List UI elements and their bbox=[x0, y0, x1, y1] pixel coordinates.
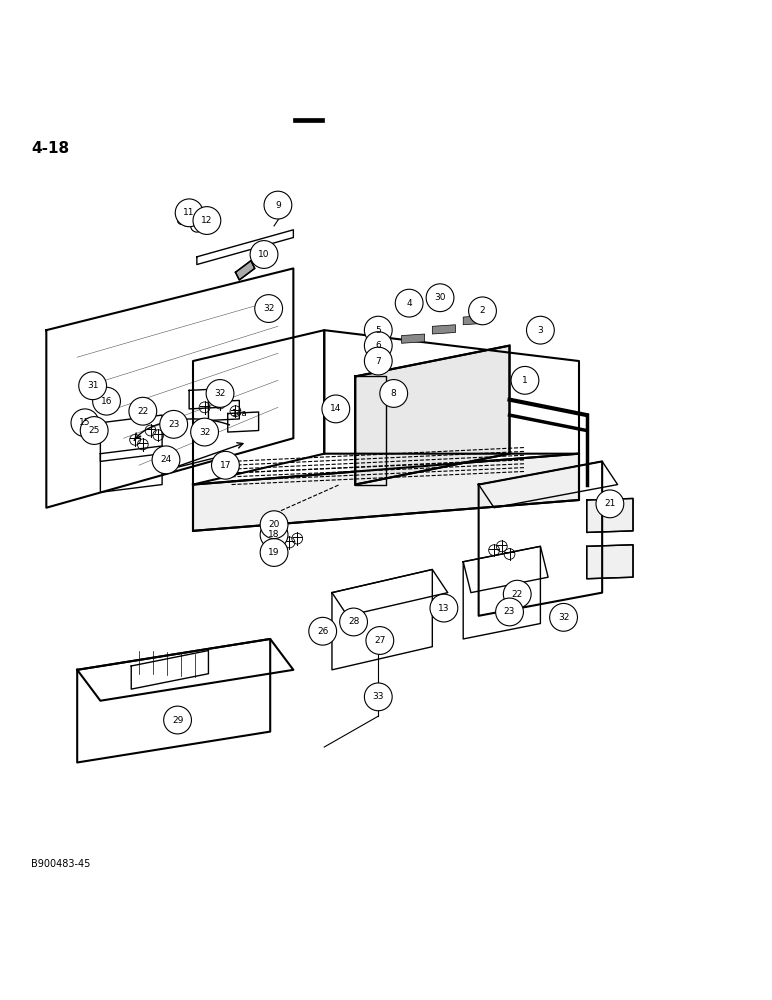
Text: 20: 20 bbox=[269, 520, 279, 529]
Text: 23: 23 bbox=[504, 607, 515, 616]
Circle shape bbox=[430, 594, 458, 622]
Circle shape bbox=[79, 372, 107, 400]
Circle shape bbox=[469, 297, 496, 325]
Circle shape bbox=[93, 387, 120, 415]
Text: 15: 15 bbox=[80, 418, 90, 427]
Text: 8: 8 bbox=[391, 389, 397, 398]
Circle shape bbox=[71, 409, 99, 437]
Text: 7: 7 bbox=[375, 357, 381, 366]
Text: 1: 1 bbox=[522, 376, 528, 385]
Circle shape bbox=[260, 511, 288, 539]
Text: 5: 5 bbox=[375, 326, 381, 335]
Text: 18: 18 bbox=[269, 530, 279, 539]
Text: 13: 13 bbox=[438, 604, 449, 613]
Circle shape bbox=[152, 446, 180, 474]
Text: 32: 32 bbox=[199, 428, 210, 437]
Circle shape bbox=[260, 539, 288, 566]
Circle shape bbox=[206, 380, 234, 407]
Text: 30: 30 bbox=[435, 293, 445, 302]
Text: 32: 32 bbox=[263, 304, 274, 313]
Circle shape bbox=[193, 207, 221, 234]
Circle shape bbox=[426, 284, 454, 312]
Text: 25: 25 bbox=[89, 426, 100, 435]
Text: 22: 22 bbox=[512, 590, 523, 599]
Circle shape bbox=[340, 608, 367, 636]
Circle shape bbox=[503, 580, 531, 608]
Circle shape bbox=[255, 295, 283, 322]
Circle shape bbox=[596, 490, 624, 518]
Circle shape bbox=[527, 316, 554, 344]
Text: 6: 6 bbox=[375, 341, 381, 350]
Polygon shape bbox=[235, 261, 255, 280]
Text: 4-18: 4-18 bbox=[31, 141, 69, 156]
Text: 28: 28 bbox=[348, 617, 359, 626]
Text: 19: 19 bbox=[269, 548, 279, 557]
Text: 32: 32 bbox=[558, 613, 569, 622]
Text: 10: 10 bbox=[259, 250, 269, 259]
Text: 14a: 14a bbox=[232, 409, 247, 418]
Text: 27: 27 bbox=[374, 636, 385, 645]
Polygon shape bbox=[587, 545, 633, 579]
Circle shape bbox=[309, 617, 337, 645]
Polygon shape bbox=[432, 325, 455, 334]
Circle shape bbox=[212, 451, 239, 479]
Text: 17: 17 bbox=[220, 461, 231, 470]
Circle shape bbox=[364, 683, 392, 711]
Polygon shape bbox=[293, 118, 324, 122]
Text: 16: 16 bbox=[101, 397, 112, 406]
Circle shape bbox=[322, 395, 350, 423]
Circle shape bbox=[178, 217, 185, 224]
Circle shape bbox=[250, 241, 278, 268]
Circle shape bbox=[264, 191, 292, 219]
Circle shape bbox=[511, 366, 539, 394]
Text: 33: 33 bbox=[373, 692, 384, 701]
Polygon shape bbox=[273, 211, 283, 218]
Text: 4: 4 bbox=[406, 299, 412, 308]
Circle shape bbox=[366, 627, 394, 654]
Text: 24: 24 bbox=[161, 455, 171, 464]
Circle shape bbox=[395, 289, 423, 317]
Polygon shape bbox=[587, 498, 633, 532]
Circle shape bbox=[550, 603, 577, 631]
Text: 31: 31 bbox=[87, 381, 98, 390]
Text: 14: 14 bbox=[330, 404, 341, 413]
Circle shape bbox=[496, 598, 523, 626]
Circle shape bbox=[129, 397, 157, 425]
Circle shape bbox=[160, 410, 188, 438]
Text: 3: 3 bbox=[537, 326, 543, 335]
Text: 23: 23 bbox=[168, 420, 179, 429]
Circle shape bbox=[364, 347, 392, 375]
Circle shape bbox=[164, 706, 191, 734]
Text: 9: 9 bbox=[275, 201, 281, 210]
Circle shape bbox=[191, 418, 218, 446]
Polygon shape bbox=[401, 334, 425, 343]
Text: 11: 11 bbox=[184, 208, 195, 217]
Text: 12: 12 bbox=[201, 216, 212, 225]
Polygon shape bbox=[463, 315, 486, 325]
Polygon shape bbox=[355, 346, 510, 485]
Circle shape bbox=[175, 199, 203, 227]
Circle shape bbox=[364, 316, 392, 344]
Polygon shape bbox=[193, 454, 579, 531]
Text: 22: 22 bbox=[137, 407, 148, 416]
Text: 21: 21 bbox=[604, 499, 615, 508]
Text: 29: 29 bbox=[172, 716, 183, 725]
Text: 2: 2 bbox=[479, 306, 486, 315]
Text: B900483-45: B900483-45 bbox=[31, 859, 90, 869]
Text: 26: 26 bbox=[317, 627, 328, 636]
Circle shape bbox=[80, 417, 108, 444]
Circle shape bbox=[260, 521, 288, 549]
Circle shape bbox=[380, 380, 408, 407]
Circle shape bbox=[364, 332, 392, 359]
Text: 32: 32 bbox=[215, 389, 225, 398]
